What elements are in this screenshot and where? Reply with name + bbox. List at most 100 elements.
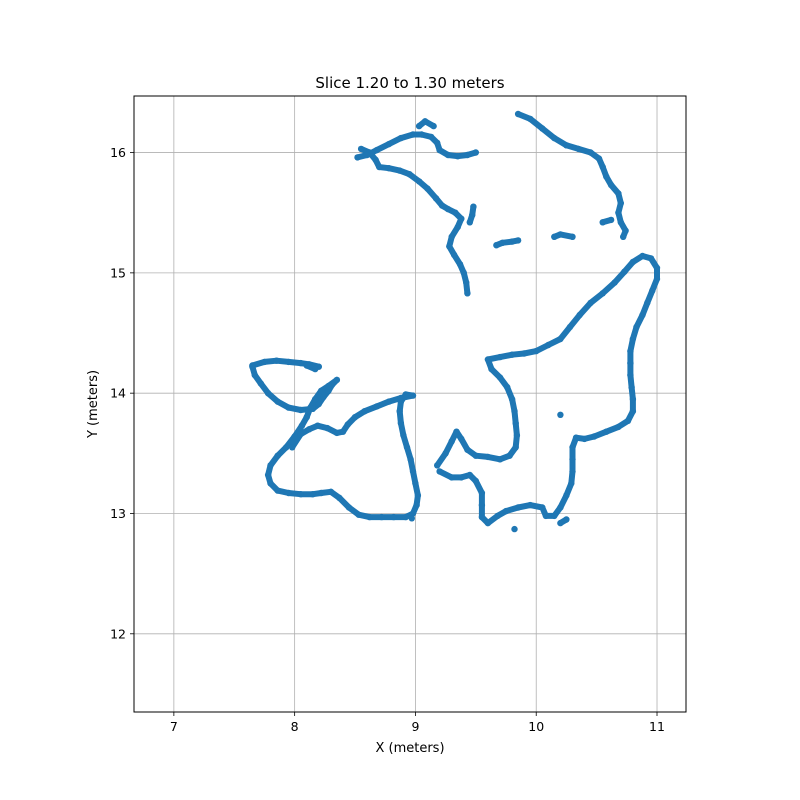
y-tick-label: 14	[110, 386, 126, 401]
data-point	[285, 358, 292, 366]
data-point	[400, 432, 407, 439]
data-point	[427, 133, 435, 141]
data-point	[472, 452, 479, 459]
data-point	[450, 251, 458, 258]
data-point	[514, 237, 522, 244]
data-point	[595, 155, 603, 162]
y-tick-label: 12	[110, 626, 126, 641]
data-point	[539, 504, 546, 511]
data-point	[463, 279, 470, 286]
data-point	[569, 468, 576, 475]
data-point	[396, 167, 403, 174]
data-point	[575, 145, 582, 153]
chart-title: Slice 1.20 to 1.30 meters	[315, 74, 504, 92]
data-point	[366, 513, 373, 521]
data-point	[551, 512, 558, 520]
data-point	[274, 452, 281, 459]
data-point	[297, 430, 304, 438]
data-point	[527, 501, 534, 509]
data-point	[397, 394, 405, 402]
data-point	[512, 420, 519, 427]
data-point	[390, 513, 397, 521]
data-point	[469, 211, 476, 219]
x-tick-label: 11	[649, 719, 665, 734]
data-point	[283, 444, 290, 451]
data-point	[617, 199, 624, 207]
data-point	[325, 387, 332, 394]
data-point	[539, 125, 546, 132]
data-point	[514, 504, 522, 511]
data-point	[274, 487, 281, 494]
data-point	[470, 203, 477, 210]
data-point	[464, 290, 471, 297]
data-point	[587, 149, 594, 156]
data-point	[372, 156, 379, 163]
data-point	[514, 110, 522, 118]
data-point	[291, 433, 298, 440]
data-point	[494, 512, 501, 520]
data-point	[402, 391, 409, 398]
data-point	[649, 287, 656, 295]
data-point	[581, 435, 588, 443]
data-point	[442, 450, 449, 457]
data-point	[354, 154, 361, 161]
data-point	[424, 185, 431, 192]
data-point	[273, 357, 280, 364]
data-point	[627, 359, 634, 367]
scatter-points	[249, 110, 661, 533]
data-point	[339, 428, 347, 435]
data-point	[333, 376, 341, 384]
data-point	[493, 242, 500, 249]
data-point	[615, 190, 622, 197]
data-point	[599, 163, 606, 171]
data-point	[344, 421, 351, 428]
data-point	[458, 215, 465, 222]
data-point	[557, 231, 564, 238]
data-point	[297, 359, 304, 367]
data-point	[448, 233, 455, 240]
data-point	[430, 122, 437, 130]
data-point	[472, 477, 479, 485]
data-point	[591, 433, 598, 440]
data-point	[653, 275, 661, 283]
data-point	[397, 134, 405, 142]
data-point	[615, 209, 622, 216]
data-point	[432, 195, 440, 202]
data-point	[325, 382, 332, 390]
data-point	[249, 363, 256, 370]
data-point	[438, 202, 446, 209]
data-point	[472, 149, 479, 156]
data-point	[318, 489, 325, 497]
data-point	[629, 408, 637, 415]
data-point	[458, 435, 465, 443]
data-point	[566, 323, 574, 331]
data-point	[402, 513, 409, 521]
data-point	[357, 145, 365, 153]
data-point	[409, 392, 417, 399]
data-point	[533, 347, 540, 355]
y-tick-label: 16	[110, 145, 126, 160]
data-point	[478, 513, 486, 521]
data-point	[599, 219, 606, 226]
data-point	[542, 512, 550, 520]
data-point	[373, 146, 380, 154]
data-point	[506, 452, 513, 459]
data-point	[622, 227, 629, 234]
data-point	[314, 422, 321, 429]
data-point	[603, 173, 610, 180]
data-point	[545, 341, 552, 349]
data-point	[496, 374, 504, 381]
data-point	[434, 462, 441, 469]
data-point	[274, 398, 281, 405]
data-point	[351, 414, 359, 421]
data-point	[251, 371, 258, 379]
data-point	[421, 118, 429, 125]
data-point	[627, 371, 634, 379]
data-point	[653, 264, 661, 272]
data-point	[513, 432, 521, 439]
data-point	[312, 365, 319, 373]
data-point	[448, 438, 455, 445]
data-point	[484, 356, 492, 363]
data-point	[460, 269, 467, 277]
